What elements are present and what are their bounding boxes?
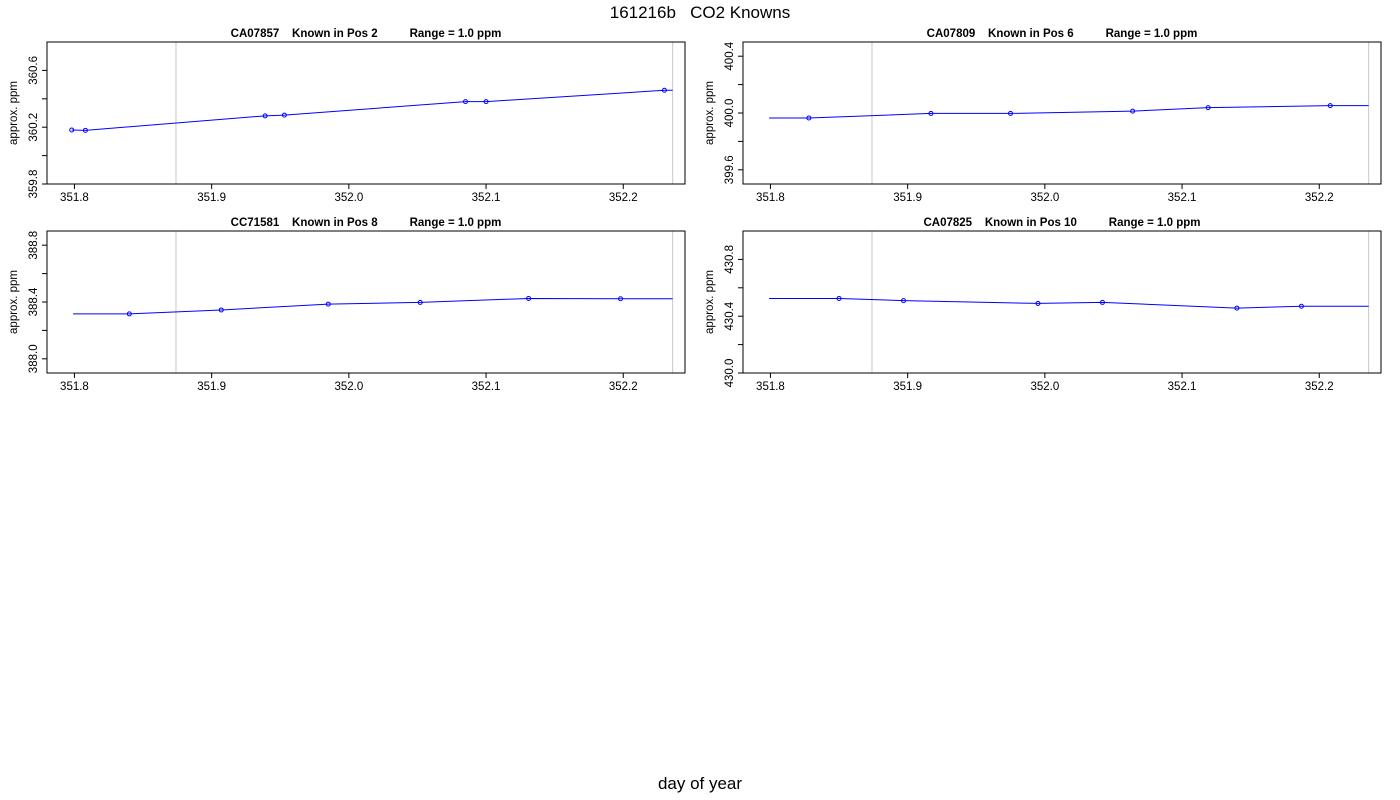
plot-frame — [46, 230, 686, 374]
y-tick-label: 430.4 — [724, 301, 736, 330]
y-tick-label: 430.0 — [724, 359, 736, 388]
data-point — [1035, 300, 1041, 306]
x-axis-title: day of year — [657, 774, 743, 793]
y-tick-label: 388.0 — [28, 344, 40, 373]
y-tick-label: 400.4 — [724, 41, 736, 70]
y-tick-label: 400.0 — [724, 99, 736, 128]
figure-title: 161216b CO2 Knowns — [609, 3, 791, 22]
x-tick-label: 351.9 — [197, 192, 226, 204]
x-tick-label: 352.0 — [1030, 381, 1059, 393]
series-line — [71, 89, 673, 131]
y-tick-label: 388.4 — [28, 287, 40, 316]
panel-title: CA07809 Known in Pos 6 Range = 1.0 ppm — [927, 28, 1198, 40]
chart-panel-3: 351.8 351.9 352.0 352.1 352.2 388.0 388.4 388.8… — [8, 217, 686, 393]
x-tick-label: 352.0 — [1030, 192, 1059, 204]
x-tick-label: 351.9 — [197, 381, 226, 393]
data-point — [928, 110, 934, 116]
chart-panel-2: 351.8 351.9 352.0 352.1 352.2 399.6 400.0 400.4… — [704, 28, 1382, 204]
x-tick-label: 352.2 — [1305, 381, 1334, 393]
data-point — [218, 307, 224, 313]
y-tick-label: 360.6 — [28, 56, 40, 85]
data-point — [1008, 110, 1014, 116]
data-point — [417, 299, 423, 305]
data-point — [1205, 105, 1211, 111]
plot-frame — [46, 41, 686, 185]
plot-frame — [742, 230, 1382, 374]
panel-title: CA07825 Known in Pos 10 Range = 1.0 ppm — [923, 217, 1200, 229]
data-point — [483, 99, 489, 105]
x-tick-label: 352.2 — [1305, 192, 1334, 204]
panel-title: CC71581 Known in Pos 8 Range = 1.0 ppm — [231, 217, 502, 229]
data-point — [901, 298, 907, 304]
data-point — [1130, 108, 1136, 114]
x-tick-label: 352.2 — [609, 192, 638, 204]
data-point — [1327, 103, 1333, 109]
data-point — [618, 296, 624, 302]
series-line — [769, 105, 1369, 119]
data-point — [126, 311, 132, 317]
data-point — [526, 295, 532, 301]
y-axis-title: approx. ppm — [704, 270, 716, 334]
x-tick-label: 352.0 — [334, 192, 363, 204]
series-line — [769, 297, 1369, 309]
series-line — [73, 297, 673, 315]
x-tick-label: 352.1 — [1168, 192, 1197, 204]
y-tick-label: 430.8 — [724, 245, 736, 274]
data-point — [69, 127, 75, 133]
chart-panel-4: 351.8 351.9 352.0 352.1 352.2 430.0 430.4 430.8… — [704, 217, 1382, 393]
x-tick-label: 351.9 — [893, 192, 922, 204]
x-tick-label: 351.9 — [893, 381, 922, 393]
data-point — [661, 87, 667, 93]
data-point — [1099, 299, 1105, 305]
data-point — [1234, 305, 1240, 311]
x-tick-label: 351.8 — [60, 381, 89, 393]
plot-frame — [742, 41, 1382, 185]
x-tick-label: 352.2 — [609, 381, 638, 393]
x-tick-label: 351.8 — [756, 192, 785, 204]
y-tick-label: 360.2 — [28, 113, 40, 142]
y-axis-title: approx. ppm — [704, 81, 716, 145]
data-point — [325, 301, 331, 307]
x-tick-label: 352.0 — [334, 381, 363, 393]
x-tick-label: 352.1 — [472, 381, 501, 393]
data-point — [82, 127, 88, 133]
x-tick-label: 351.8 — [60, 192, 89, 204]
data-point — [836, 295, 842, 301]
y-tick-label: 388.8 — [28, 231, 40, 260]
x-tick-label: 351.8 — [756, 381, 785, 393]
data-point — [281, 112, 287, 118]
panel-title: CA07857 Known in Pos 2 Range = 1.0 ppm — [231, 28, 502, 40]
y-tick-label: 399.6 — [724, 155, 736, 184]
data-point — [1298, 303, 1304, 309]
y-axis-title: approx. ppm — [8, 270, 20, 334]
data-point — [806, 115, 812, 121]
y-axis-title: approx. ppm — [8, 81, 20, 145]
chart-panel-1: 351.8 351.9 352.0 352.1 352.2 359.8 360.2 360.6… — [8, 28, 686, 204]
x-tick-label: 352.1 — [1168, 381, 1197, 393]
data-point — [462, 99, 468, 105]
data-point — [262, 113, 268, 119]
y-tick-label: 359.8 — [28, 170, 40, 199]
x-tick-label: 352.1 — [472, 192, 501, 204]
